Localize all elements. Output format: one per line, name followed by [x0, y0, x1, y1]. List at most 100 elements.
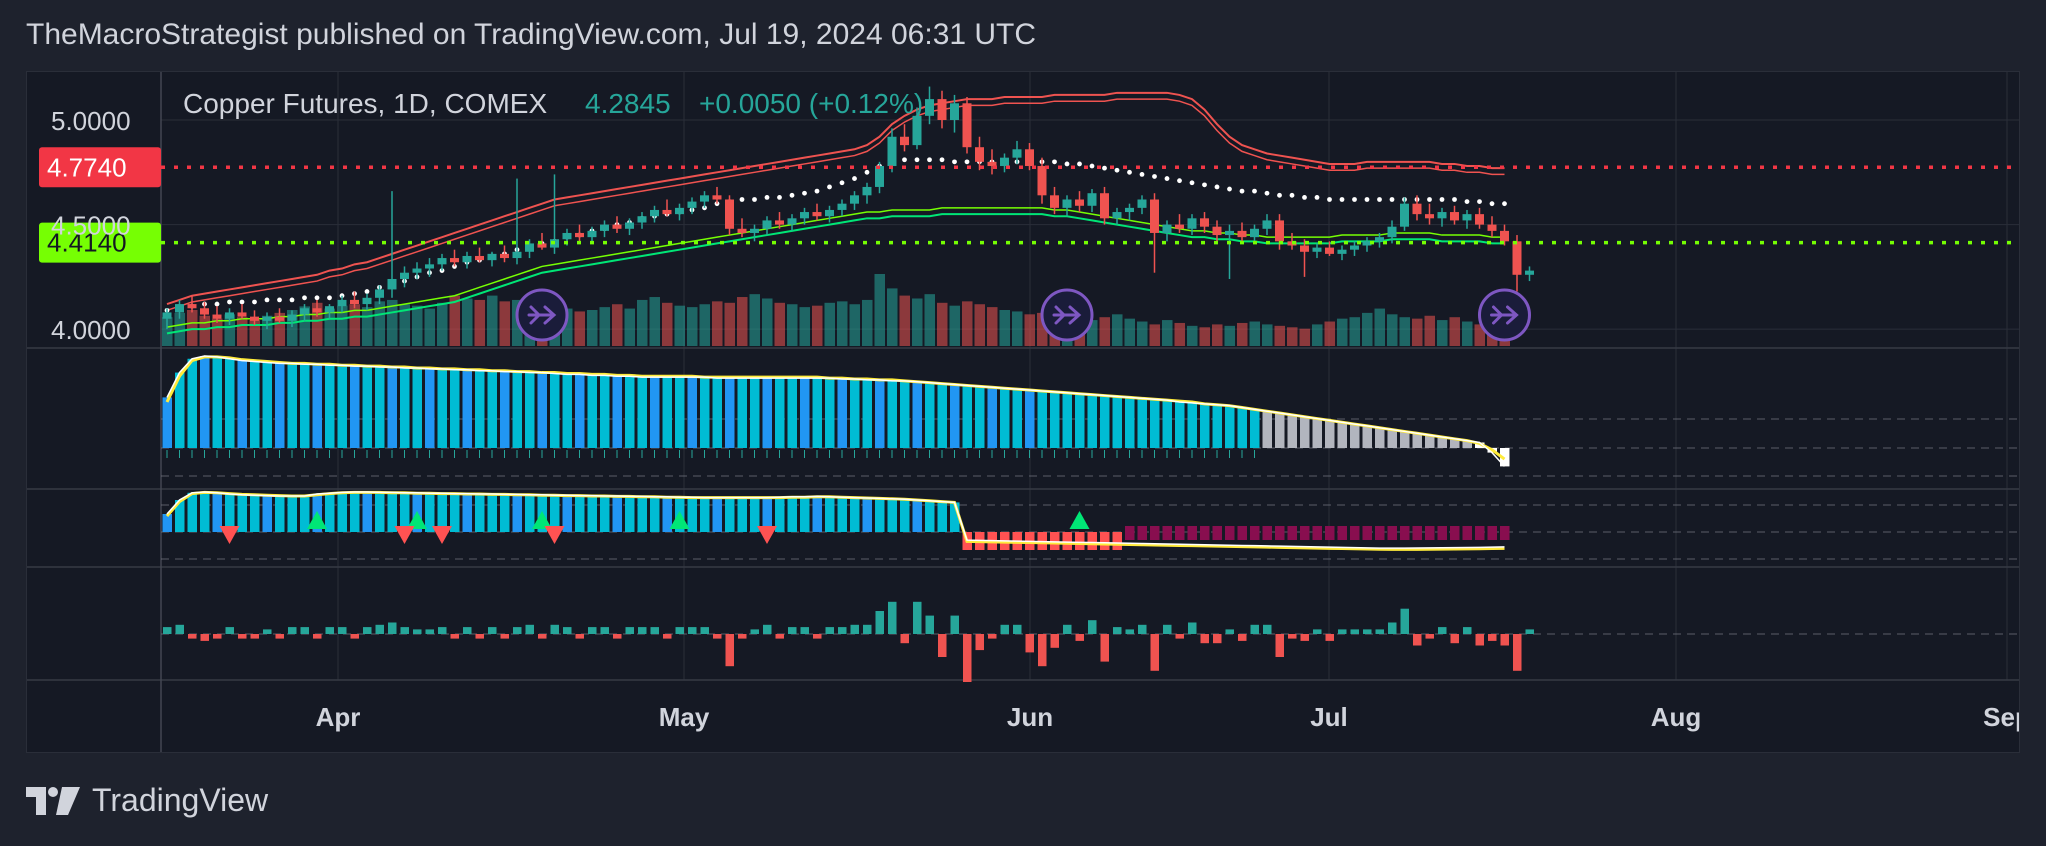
candle-body[interactable] [325, 306, 334, 313]
candle-body[interactable] [500, 253, 509, 259]
candle-body[interactable] [1012, 149, 1022, 158]
candle-body[interactable] [1412, 203, 1422, 215]
candle-body[interactable] [1375, 237, 1384, 242]
candle-body[interactable] [1487, 224, 1497, 231]
candle-body[interactable] [312, 308, 322, 313]
candle-body[interactable] [1112, 212, 1122, 219]
candle-body[interactable] [425, 264, 434, 269]
candle-body[interactable] [450, 258, 459, 263]
candle-body[interactable] [575, 232, 584, 238]
candle-body[interactable] [600, 224, 609, 231]
candle-body[interactable] [950, 103, 959, 121]
candle-body[interactable] [1475, 214, 1484, 225]
candle-body[interactable] [1225, 230, 1234, 236]
candle-body[interactable] [400, 272, 409, 279]
candle-body[interactable] [1137, 199, 1147, 208]
candle-body[interactable] [250, 316, 259, 321]
candle-body[interactable] [1325, 247, 1334, 254]
candle-body[interactable] [1200, 218, 1209, 227]
candle-body[interactable] [1000, 157, 1009, 167]
candle-body[interactable] [1362, 241, 1372, 246]
candle-body[interactable] [475, 255, 484, 261]
candle-body[interactable] [712, 195, 722, 200]
event-marker-icon[interactable] [515, 288, 569, 342]
candle-body[interactable] [462, 255, 472, 263]
event-marker-icon[interactable] [1478, 288, 1531, 342]
candle-body[interactable] [1125, 207, 1134, 213]
candle-body[interactable] [725, 199, 734, 229]
candle-body[interactable] [675, 207, 684, 215]
candle-body[interactable] [1300, 245, 1309, 252]
candle-body[interactable] [662, 209, 672, 215]
candle-body[interactable] [1387, 226, 1397, 238]
candle-body[interactable] [1087, 193, 1097, 206]
candle-body[interactable] [975, 147, 984, 162]
candle-body[interactable] [1350, 245, 1359, 250]
candle-body[interactable] [1237, 230, 1247, 238]
candle-body[interactable] [700, 195, 709, 202]
candle-body[interactable] [1262, 220, 1272, 229]
candle-body[interactable] [287, 314, 297, 321]
candle-body[interactable] [275, 316, 284, 321]
candle-body[interactable] [900, 136, 909, 146]
candle-body[interactable] [300, 308, 309, 315]
candle-body[interactable] [1025, 149, 1034, 167]
candle-body[interactable] [837, 203, 847, 210]
candle-body[interactable] [1425, 214, 1434, 219]
candle-body[interactable] [850, 195, 859, 204]
candle-body[interactable] [1062, 199, 1072, 208]
candle-body[interactable] [1212, 226, 1222, 236]
candle-body[interactable] [925, 99, 934, 116]
candle-body[interactable] [1250, 228, 1259, 238]
candle-body[interactable] [562, 232, 572, 240]
candle-body[interactable] [1400, 203, 1409, 227]
candle-body[interactable] [825, 209, 834, 217]
candle-body[interactable] [375, 289, 384, 298]
candle-body[interactable] [1512, 241, 1522, 275]
chart-frame[interactable]: 4.7740 4.4140 Apr May Jun Jul Aug Sep 5.0000 4.5… [26, 71, 2020, 753]
publisher-name[interactable]: TheMacroStrategist [26, 18, 288, 51]
candle-body[interactable] [1162, 224, 1172, 233]
candle-body[interactable] [750, 228, 759, 233]
candle-body[interactable] [1525, 270, 1534, 275]
candle-body[interactable] [437, 258, 447, 265]
candle-body[interactable] [612, 224, 622, 229]
candle-body[interactable] [1500, 230, 1509, 242]
candle-body[interactable] [912, 115, 922, 146]
candle-body[interactable] [650, 209, 659, 217]
candle-body[interactable] [687, 201, 697, 208]
candle-body[interactable] [525, 243, 534, 252]
candle-body[interactable] [1150, 199, 1159, 233]
candle-body[interactable] [987, 161, 997, 167]
candle-body[interactable] [1462, 214, 1472, 221]
candle-body[interactable] [1437, 212, 1447, 219]
candle-body[interactable] [812, 212, 822, 217]
candle-body[interactable] [637, 216, 647, 223]
candle-body[interactable] [212, 314, 222, 319]
candle-body[interactable] [537, 243, 547, 248]
candle-body[interactable] [887, 136, 897, 167]
chart-canvas[interactable]: 4.7740 4.4140 Apr May Jun Jul Aug Sep 5.0000 4.5… [27, 72, 2019, 752]
candle-body[interactable] [862, 186, 872, 196]
candle-body[interactable] [1275, 220, 1284, 242]
candle-body[interactable] [962, 103, 972, 148]
candle-body[interactable] [162, 312, 172, 319]
candle-body[interactable] [412, 268, 422, 273]
candle-body[interactable] [787, 218, 797, 225]
candle-body[interactable] [200, 308, 209, 315]
candle-body[interactable] [350, 299, 359, 305]
candle-body[interactable] [762, 220, 772, 229]
candle-body[interactable] [775, 220, 784, 225]
candle-body[interactable] [225, 312, 234, 319]
candle-body[interactable] [487, 253, 497, 261]
candle-body[interactable] [1075, 199, 1084, 206]
candle-body[interactable] [1175, 224, 1184, 229]
candle-body[interactable] [512, 251, 522, 259]
candle-body[interactable] [587, 230, 597, 238]
candle-body[interactable] [875, 166, 884, 187]
tradingview-logo-icon[interactable] [26, 786, 80, 815]
candle-body[interactable] [1100, 193, 1109, 219]
candle-body[interactable] [387, 278, 397, 290]
candle-body[interactable] [1312, 247, 1322, 252]
candle-body[interactable] [800, 212, 809, 219]
